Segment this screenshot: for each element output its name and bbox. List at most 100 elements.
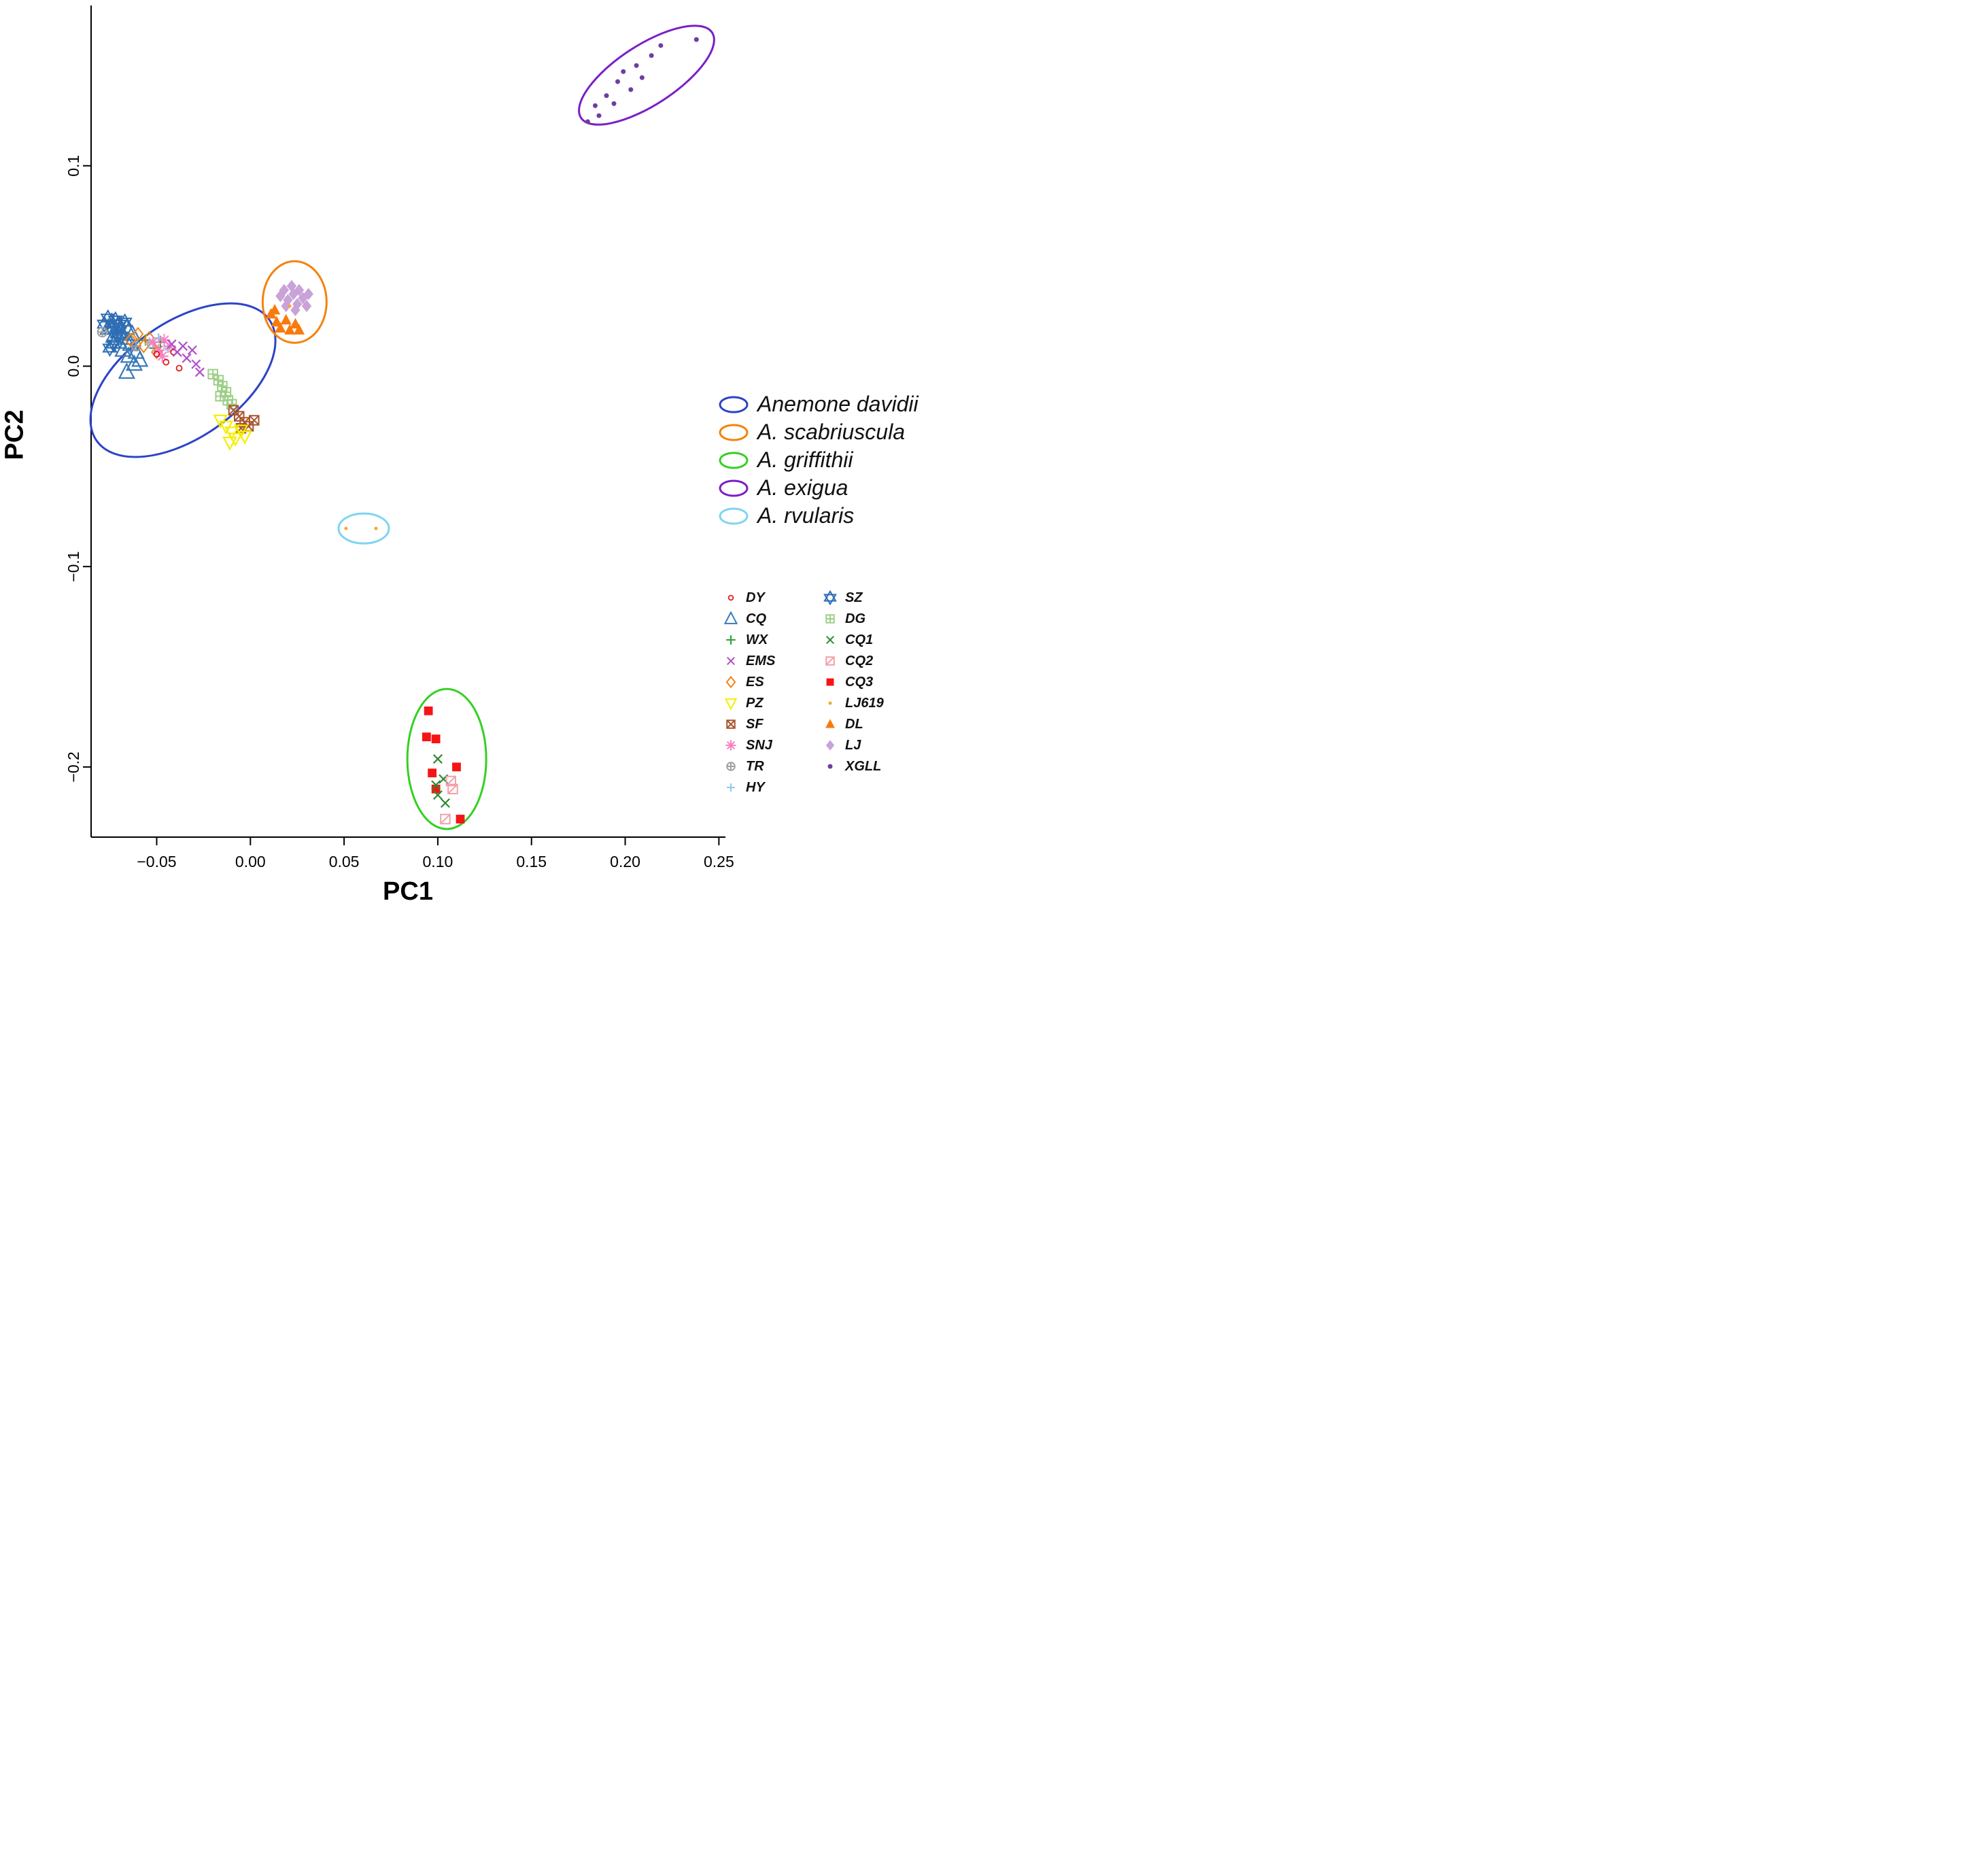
y-tick-label: 0.0 bbox=[65, 355, 82, 377]
marker-legend-label: LJ bbox=[845, 737, 861, 753]
marker-icon-cq bbox=[723, 611, 738, 624]
marker-legend-item: DY bbox=[722, 589, 821, 607]
point-CQ3 bbox=[422, 732, 431, 742]
marker-icon-lj619 bbox=[828, 701, 832, 705]
marker-legend-label: PZ bbox=[746, 695, 764, 711]
point-EMS bbox=[194, 367, 205, 377]
point-CQ bbox=[118, 362, 135, 379]
point-CQ3 bbox=[424, 706, 433, 715]
point-CQ bbox=[125, 354, 143, 371]
point-XGLL bbox=[592, 103, 598, 108]
point-LJ bbox=[281, 300, 291, 313]
pca-scatter-chart: −0.05 0.00 0.05 0.10 0.15 0.20 0.25 −0.2 −0.1 0.0… bbox=[65, 5, 734, 870]
point-PZ bbox=[237, 430, 252, 445]
species-ellipse-icon bbox=[719, 452, 749, 469]
marker-legend-item: SZ bbox=[821, 589, 921, 607]
marker-legend-item: WX bbox=[722, 631, 821, 649]
point-DL bbox=[293, 324, 305, 335]
point-DL bbox=[290, 318, 301, 329]
point-EMS bbox=[167, 339, 177, 350]
species-legend-label: A. rvularis bbox=[757, 503, 855, 528]
point-DL bbox=[271, 316, 282, 327]
marker-legend-item: CQ1 bbox=[821, 631, 921, 649]
point-XGLL bbox=[611, 101, 617, 106]
marker-legend-label: LJ619 bbox=[845, 695, 884, 711]
marker-icon-tr bbox=[726, 762, 736, 771]
point-XGLL bbox=[634, 63, 639, 68]
species-legend-item: A. griffithii bbox=[718, 447, 919, 473]
marker-legend-item: CQ2 bbox=[821, 652, 921, 670]
species-legend-item: Anemone davidii bbox=[718, 392, 919, 417]
species-ellipse-icon bbox=[719, 424, 749, 441]
marker-legend-item: LJ bbox=[821, 736, 921, 754]
marker-icon-dg bbox=[825, 614, 835, 624]
y-tick-label: 0.1 bbox=[65, 155, 82, 177]
point-DG bbox=[217, 381, 228, 392]
point-CQ2 bbox=[440, 813, 451, 825]
marker-legend-item: CQ bbox=[722, 610, 821, 628]
point-ES bbox=[132, 326, 144, 341]
x-tick-label: 0.20 bbox=[610, 853, 640, 870]
marker-legend-label: CQ2 bbox=[845, 653, 874, 668]
marker-legend-item: PZ bbox=[722, 694, 821, 712]
point-CQ1 bbox=[440, 798, 450, 808]
point-LJ bbox=[294, 284, 305, 296]
ellipse-a-exigua bbox=[578, 24, 715, 126]
marker-icon-pz bbox=[724, 698, 738, 711]
marker-legend-label: ES bbox=[746, 674, 764, 690]
marker-legend-label: XGLL bbox=[845, 758, 882, 774]
marker-legend-label: SF bbox=[746, 716, 764, 732]
marker-icon-hy bbox=[727, 783, 735, 792]
marker-icon-sf bbox=[726, 719, 736, 729]
point-SNJ bbox=[146, 336, 159, 349]
point-CQ3 bbox=[456, 815, 465, 824]
species-legend-item: A. rvularis bbox=[718, 503, 919, 528]
data-points bbox=[97, 37, 699, 825]
point-TR bbox=[97, 326, 108, 338]
marker-legend-label: EMS bbox=[746, 653, 776, 668]
point-XGLL bbox=[639, 75, 645, 80]
point-DL bbox=[269, 303, 281, 315]
marker-legend-item: XGLL bbox=[821, 758, 921, 775]
point-XGLL bbox=[615, 79, 621, 84]
marker-legend-item: SNJ bbox=[722, 736, 821, 754]
point-DL bbox=[280, 313, 292, 325]
marker-legend-item: LJ619 bbox=[821, 694, 921, 712]
x-axis-title: PC1 bbox=[383, 877, 433, 906]
y-axis-title: PC2 bbox=[0, 409, 29, 460]
marker-icon-xgll bbox=[827, 764, 833, 769]
point-XGLL bbox=[693, 37, 699, 42]
marker-icon-cq2 bbox=[825, 656, 835, 666]
species-ellipse-icon bbox=[719, 479, 749, 496]
marker-legend-label: SZ bbox=[845, 590, 863, 605]
marker-legend-column: DY CQ WX EMS ES PZ SF SNJ TR HY bbox=[722, 589, 821, 796]
point-SZ bbox=[102, 339, 118, 357]
point-CQ3 bbox=[428, 768, 437, 778]
point-CQ bbox=[131, 350, 149, 367]
point-CQ bbox=[122, 334, 139, 351]
marker-legend: DY CQ WX EMS ES PZ SF SNJ TR HY SZ DG CQ1 CQ2 CQ3 LJ619… bbox=[722, 589, 921, 796]
point-DY bbox=[162, 358, 170, 366]
marker-legend-label: CQ1 bbox=[845, 632, 874, 647]
point-XGLL bbox=[658, 43, 664, 48]
point-SZ bbox=[117, 313, 133, 331]
species-legend-label: A. scabriuscula bbox=[757, 420, 905, 444]
pca-figure: −0.05 0.00 0.05 0.10 0.15 0.20 0.25 −0.2 −0.1 0.0… bbox=[0, 0, 994, 925]
marker-legend-item: DL bbox=[821, 715, 921, 733]
point-LJ bbox=[301, 300, 312, 313]
marker-legend-label: DG bbox=[845, 611, 866, 626]
point-CQ2 bbox=[447, 783, 458, 795]
marker-icon-snj bbox=[725, 740, 736, 751]
marker-legend-label: DL bbox=[845, 716, 863, 732]
marker-legend-label: CQ3 bbox=[845, 674, 874, 690]
point-DY bbox=[175, 364, 183, 372]
point-LJ bbox=[290, 303, 301, 316]
x-tick-label: 0.00 bbox=[235, 853, 266, 870]
point-SZ bbox=[109, 325, 125, 343]
marker-legend-label: TR bbox=[746, 758, 764, 774]
marker-legend-item: CQ3 bbox=[821, 673, 921, 691]
marker-icon-es bbox=[725, 675, 736, 689]
point-XGLL bbox=[604, 93, 609, 99]
marker-icon-cq3 bbox=[826, 678, 834, 686]
species-legend: Anemone davidii A. scabriuscula A. griffit… bbox=[718, 392, 919, 528]
